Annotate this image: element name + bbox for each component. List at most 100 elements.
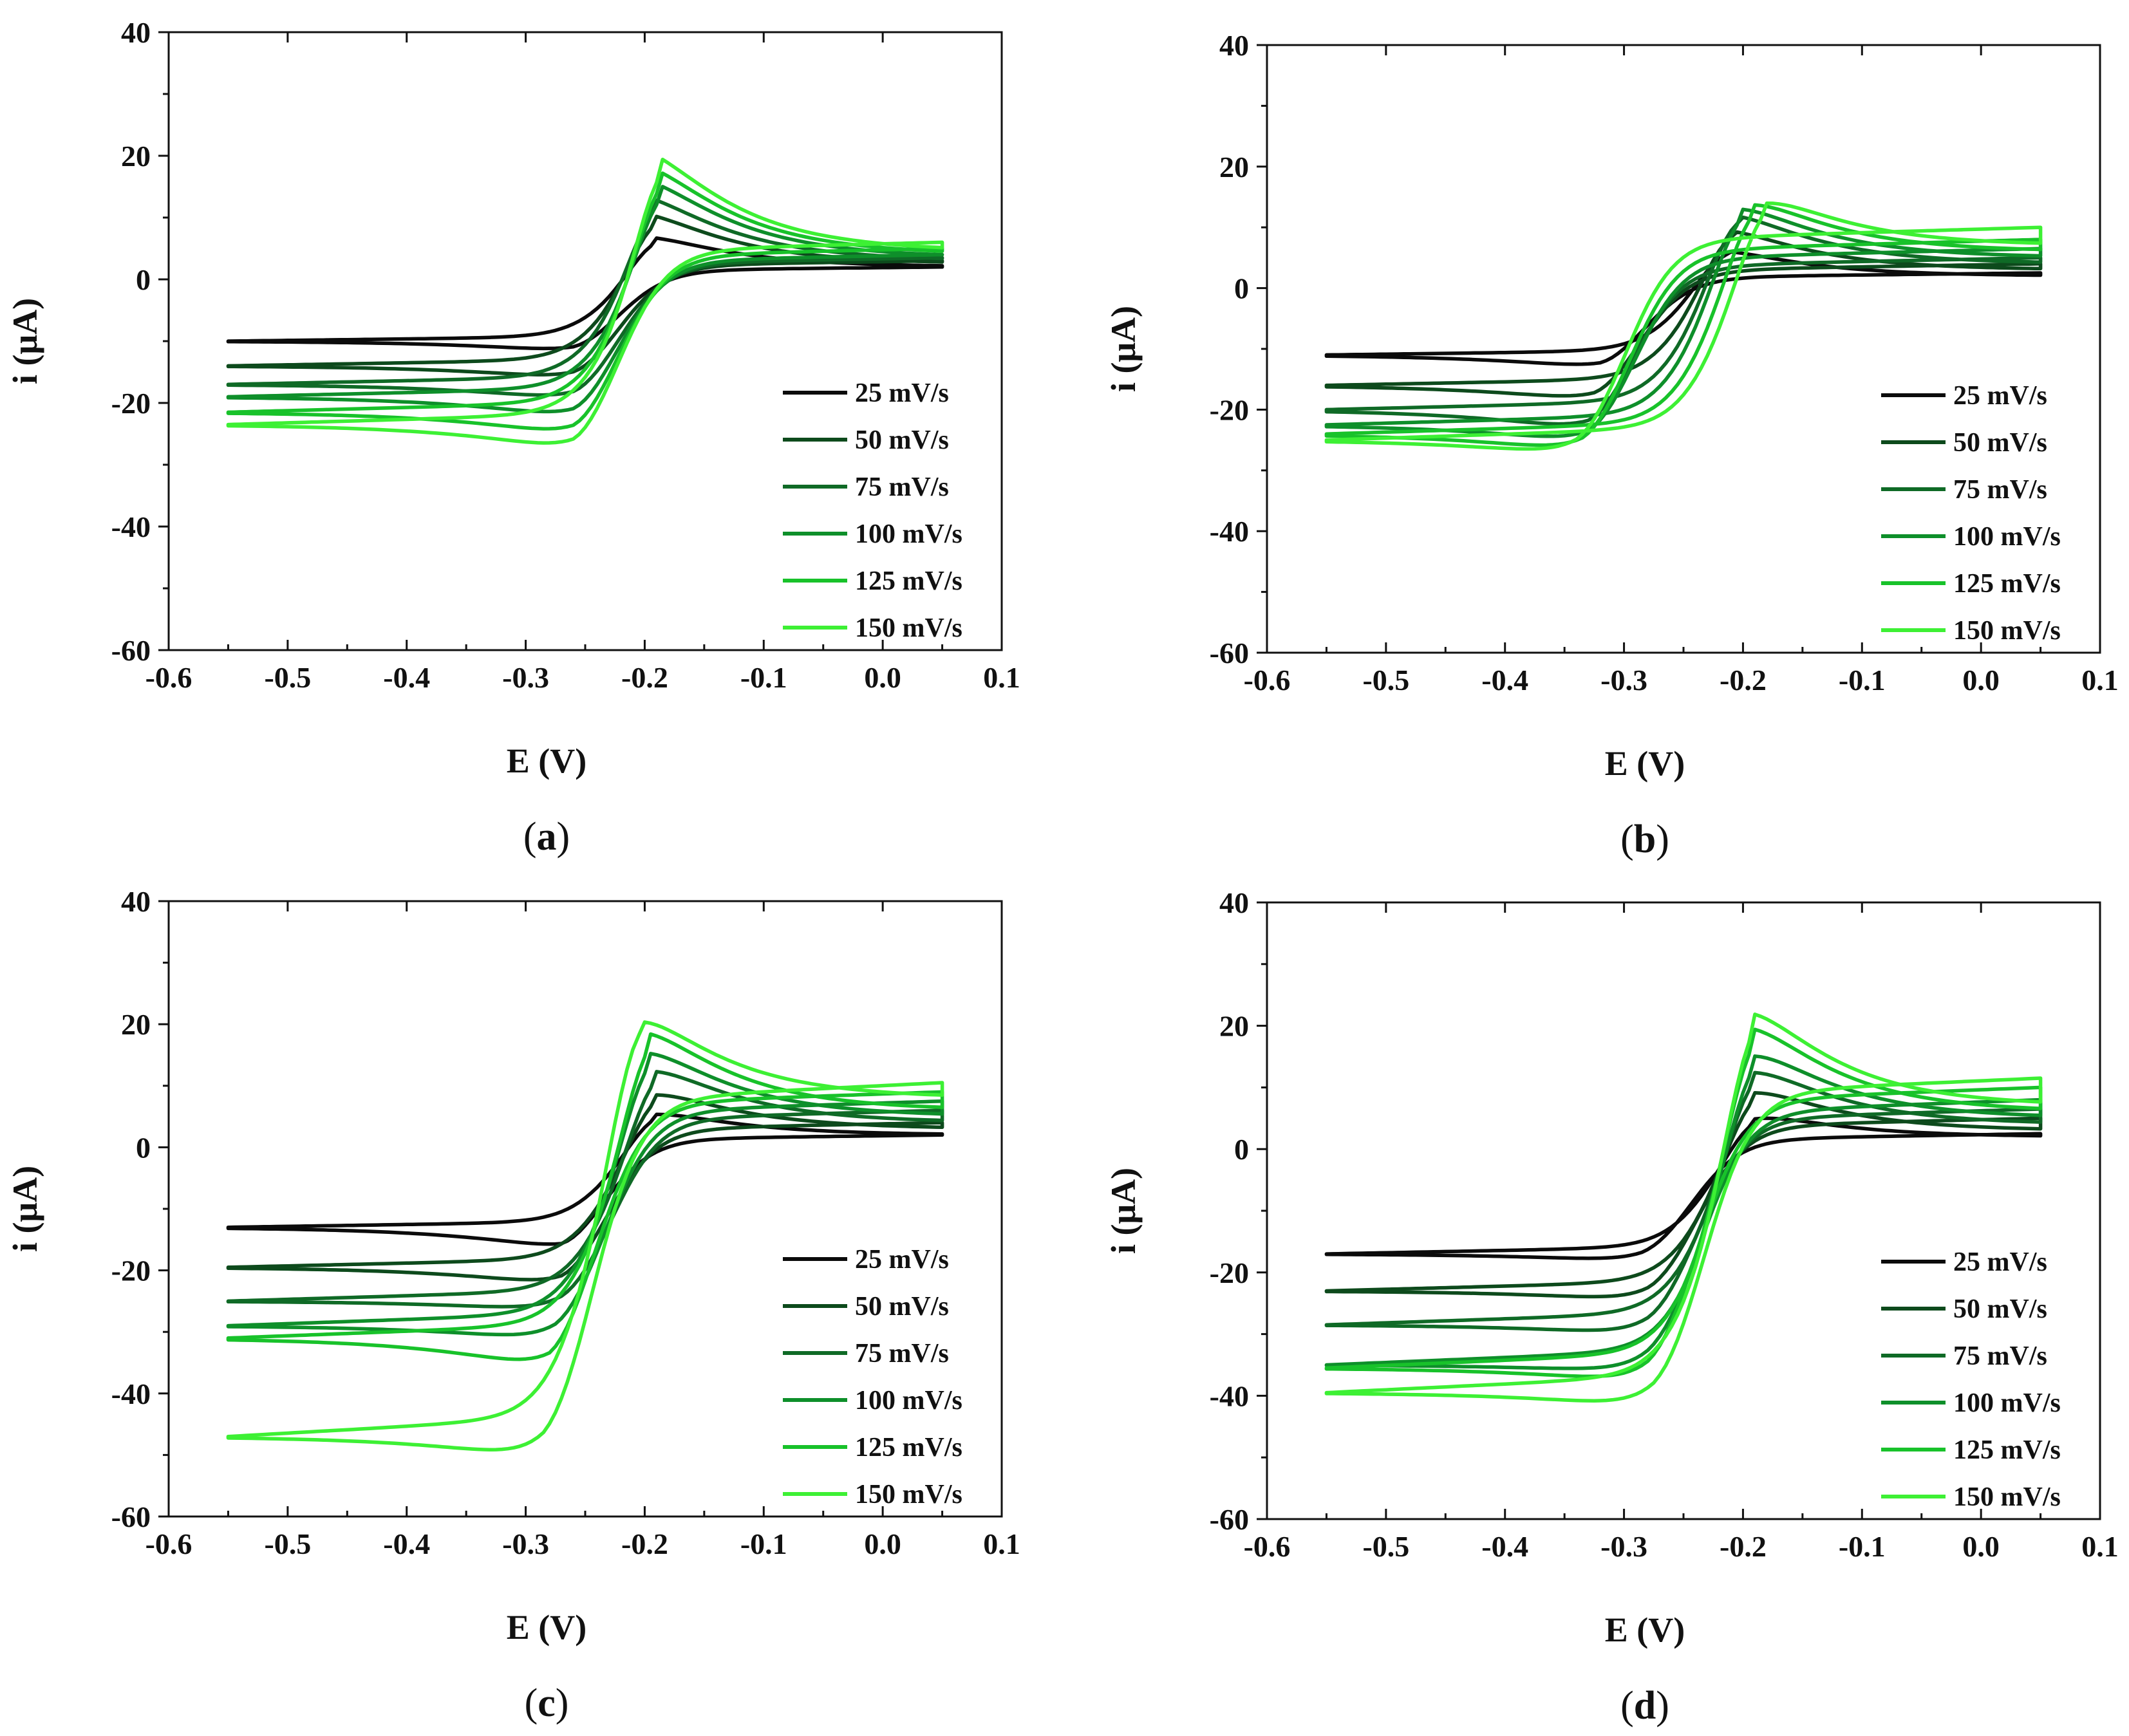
x-axis-title: E (V) bbox=[507, 742, 586, 780]
y-tick-label: -60 bbox=[111, 634, 151, 667]
series-line-25-mv-s bbox=[1324, 250, 2043, 366]
series-line-150-mv-s bbox=[226, 1020, 944, 1451]
plot-frame bbox=[167, 900, 1003, 1518]
x-tick-label: -0.2 bbox=[1720, 1530, 1767, 1563]
x-tick-label: -0.3 bbox=[502, 1527, 549, 1560]
series-line-75-mv-s bbox=[1324, 215, 2043, 426]
y-tick-label: -40 bbox=[1210, 515, 1249, 548]
legend-label: 25 mV/s bbox=[855, 378, 949, 408]
legend-label: 125 mV/s bbox=[1953, 1435, 2061, 1465]
y-tick-label: 40 bbox=[121, 885, 151, 918]
x-tick-label: -0.5 bbox=[1362, 664, 1409, 696]
legend-label: 100 mV/s bbox=[855, 1386, 962, 1415]
series-line-25-mv-s bbox=[226, 1112, 944, 1246]
y-tick-label: 40 bbox=[1219, 29, 1249, 62]
x-tick-label: -0.6 bbox=[145, 661, 192, 694]
y-tick-label: 40 bbox=[1219, 886, 1249, 919]
legend-label: 75 mV/s bbox=[855, 1339, 949, 1368]
legend-label: 50 mV/s bbox=[1953, 428, 2047, 458]
x-axis-title: E (V) bbox=[507, 1608, 586, 1647]
y-axis-title: i (μA) bbox=[6, 1166, 44, 1252]
x-tick-label: -0.2 bbox=[621, 1527, 668, 1560]
panel-label-close: ) bbox=[556, 1681, 569, 1725]
legend-label: 50 mV/s bbox=[1953, 1294, 2047, 1324]
legend-label: 75 mV/s bbox=[1953, 1341, 2047, 1371]
x-tick-label: -0.3 bbox=[1600, 1530, 1647, 1563]
legend-label: 75 mV/s bbox=[855, 472, 949, 502]
chart-panel-d: -0.6 -0.5 -0.4 -0.3 -0.2 -0.1 0.0 0.1 -60 -40 -20 0… bbox=[1104, 886, 2119, 1728]
panel-label-close: ) bbox=[557, 815, 570, 859]
x-tick-label: -0.6 bbox=[145, 1527, 192, 1560]
x-tick-label: -0.2 bbox=[1720, 664, 1767, 696]
x-tick-label: -0.5 bbox=[264, 661, 311, 694]
y-axis-title: i (μA) bbox=[6, 298, 44, 384]
x-tick-label: -0.4 bbox=[383, 1527, 430, 1560]
x-tick-label: 0.1 bbox=[983, 661, 1020, 694]
x-tick-label: 0.1 bbox=[2081, 664, 2119, 696]
legend-label: 150 mV/s bbox=[855, 1480, 962, 1509]
panel-label-letter: d bbox=[1634, 1684, 1656, 1728]
series-line-25-mv-s bbox=[226, 236, 944, 351]
series-line-50-mv-s bbox=[226, 214, 944, 377]
x-tick-label: -0.6 bbox=[1244, 664, 1291, 696]
panel-label-letter: a bbox=[537, 815, 557, 859]
series-line-125-mv-s bbox=[226, 171, 944, 431]
panel-label: (b) bbox=[1620, 817, 1669, 861]
series-line-25-mv-s bbox=[1324, 1116, 2043, 1260]
chart-panel-a: -0.6 -0.5 -0.4 -0.3 -0.2 -0.1 0.0 0.1 -60 -40 -20 0… bbox=[6, 16, 1020, 859]
y-tick-label: -40 bbox=[111, 1377, 151, 1410]
x-tick-label: -0.4 bbox=[1481, 1530, 1528, 1563]
panel-label-open: ( bbox=[525, 1681, 538, 1725]
y-tick-label: 20 bbox=[1219, 151, 1249, 183]
plot-frame bbox=[1266, 901, 2101, 1520]
legend-label: 50 mV/s bbox=[855, 425, 949, 455]
x-tick-label: 0.1 bbox=[983, 1527, 1020, 1560]
y-axis-title: i (μA) bbox=[1104, 306, 1143, 392]
series-line-125-mv-s bbox=[1324, 203, 2043, 447]
panel-label-letter: b bbox=[1634, 817, 1656, 861]
y-axis-title: i (μA) bbox=[1104, 1168, 1143, 1254]
x-tick-label: 0.0 bbox=[1962, 1530, 2000, 1563]
legend-label: 25 mV/s bbox=[855, 1245, 949, 1274]
chart-panel-c: -0.6 -0.5 -0.4 -0.3 -0.2 -0.1 0.0 0.1 -60 -40 -20 0… bbox=[6, 885, 1020, 1725]
panel-label-letter: c bbox=[538, 1681, 556, 1725]
y-tick-label: 20 bbox=[121, 1008, 151, 1041]
x-tick-label: -0.3 bbox=[502, 661, 549, 694]
panel-label-open: ( bbox=[523, 815, 537, 859]
x-tick-label: -0.1 bbox=[1839, 664, 1886, 696]
series-line-150-mv-s bbox=[226, 157, 944, 445]
x-tick-label: 0.1 bbox=[2081, 1530, 2119, 1563]
x-tick-label: -0.4 bbox=[383, 661, 430, 694]
x-tick-label: -0.2 bbox=[621, 661, 668, 694]
y-tick-label: 0 bbox=[1234, 1133, 1249, 1166]
x-tick-label: -0.5 bbox=[1362, 1530, 1409, 1563]
y-tick-label: -60 bbox=[1210, 1503, 1249, 1536]
legend-label: 150 mV/s bbox=[1953, 1482, 2061, 1512]
x-tick-label: 0.0 bbox=[864, 661, 901, 694]
y-tick-label: 0 bbox=[136, 263, 151, 296]
panel-label-open: ( bbox=[1620, 817, 1634, 861]
x-axis-title: E (V) bbox=[1605, 1610, 1685, 1649]
y-tick-label: 0 bbox=[136, 1131, 151, 1164]
legend-label: 125 mV/s bbox=[855, 566, 962, 596]
x-axis-title: E (V) bbox=[1605, 744, 1685, 783]
x-tick-label: -0.5 bbox=[264, 1527, 311, 1560]
legend-label: 125 mV/s bbox=[1953, 569, 2061, 599]
series-line-150-mv-s bbox=[1324, 1013, 2043, 1403]
panel-label-close: ) bbox=[1656, 817, 1669, 861]
legend-label: 150 mV/s bbox=[1953, 616, 2061, 646]
y-tick-label: 40 bbox=[121, 16, 151, 49]
legend-label: 150 mV/s bbox=[855, 613, 962, 643]
y-tick-label: -20 bbox=[1210, 1256, 1249, 1289]
y-tick-label: 20 bbox=[1219, 1010, 1249, 1043]
y-tick-label: -60 bbox=[111, 1500, 151, 1533]
chart-panel-b: -0.6 -0.5 -0.4 -0.3 -0.2 -0.1 0.0 0.1 -60 -40 -20 0… bbox=[1104, 29, 2119, 861]
x-tick-label: -0.1 bbox=[1839, 1530, 1886, 1563]
panel-label: (d) bbox=[1620, 1684, 1669, 1728]
x-tick-label: -0.3 bbox=[1600, 664, 1647, 696]
legend-label: 100 mV/s bbox=[1953, 522, 2061, 552]
panel-label: (c) bbox=[525, 1681, 569, 1725]
legend-label: 100 mV/s bbox=[855, 519, 962, 549]
legend-label: 50 mV/s bbox=[855, 1292, 949, 1321]
